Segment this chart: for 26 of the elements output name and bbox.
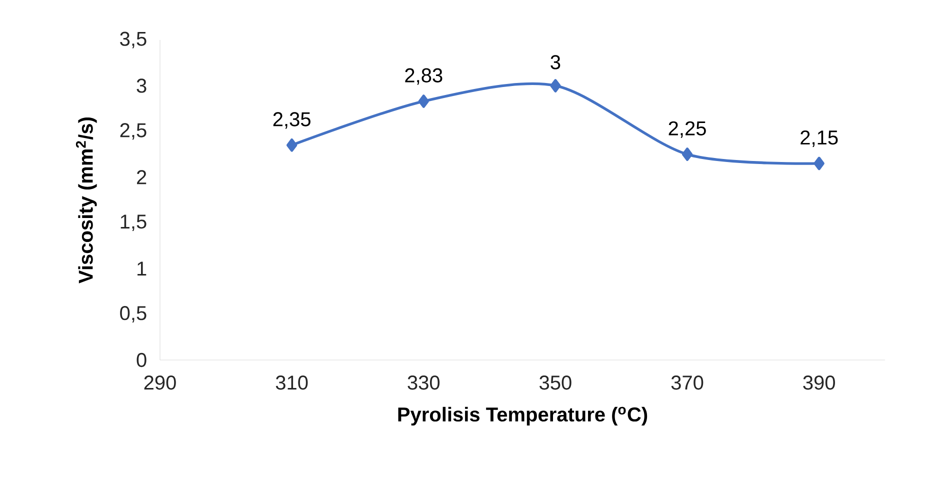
x-tick-label: 290	[144, 376, 176, 390]
y-tick-label: 2,5	[120, 123, 146, 140]
y-tick-label: 3,5	[120, 32, 146, 48]
y-tick-label: 1,5	[120, 214, 146, 232]
data-label: 2,83	[405, 68, 442, 85]
y-tick-label: 3	[136, 78, 146, 93]
point	[286, 138, 298, 152]
data-label: 3	[550, 55, 560, 70]
x-tick-label: 330	[408, 376, 440, 390]
data-label: 2,35	[273, 112, 310, 129]
x-tick-label: 310	[276, 376, 308, 390]
point	[550, 79, 561, 92]
x-tick-label: 370	[671, 376, 704, 390]
point	[418, 94, 429, 108]
y-axis-title: Viscosity (mm$^{2}$/s)	[76, 117, 97, 284]
data-label: 2,15	[800, 130, 838, 147]
y-tick-label: 0	[136, 352, 146, 368]
y-tick-label: 1	[138, 262, 146, 276]
data-label: 2,25	[668, 121, 706, 138]
point	[814, 156, 824, 170]
x-tick-label: 390	[803, 376, 835, 390]
point	[682, 148, 693, 161]
y-tick-label: 2	[137, 170, 146, 184]
y-tick-label: 0,5	[120, 306, 146, 323]
x-tick-label: 350	[540, 376, 572, 390]
x-axis-title: Pyrolisis Temperature ($^{o}$C)	[398, 406, 648, 426]
